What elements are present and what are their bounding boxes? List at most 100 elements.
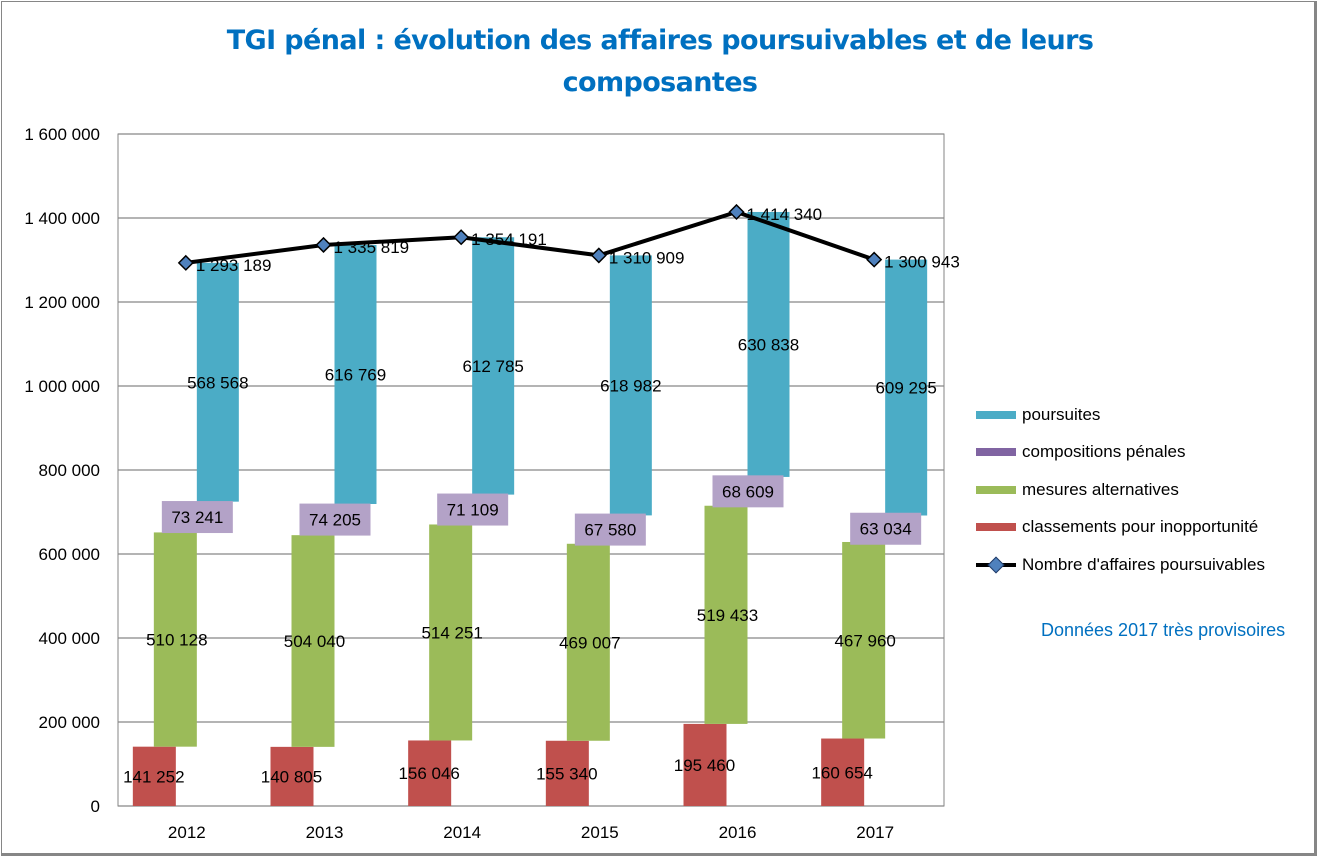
- total-line-marker: [590, 247, 607, 264]
- bar-mesures-alternatives: [566, 543, 610, 741]
- legend: poursuites compositions pénales mesures …: [976, 396, 1265, 584]
- data-label-box-compositions-penales: [299, 503, 371, 536]
- data-label-total: 1 354 191: [471, 230, 547, 249]
- y-tick-label: 1 400 000: [24, 209, 100, 228]
- bar-classements: [132, 746, 176, 806]
- x-axis: 2012 2013 2014 2015 2016 2017: [168, 823, 894, 842]
- legend-item-total-line: Nombre d'affaires poursuivables: [976, 546, 1265, 584]
- legend-item-poursuites: poursuites: [976, 396, 1265, 434]
- data-label-poursuites: 630 838: [738, 335, 799, 354]
- data-label-box-compositions-penales: [712, 475, 784, 508]
- legend-item-mesures: mesures alternatives: [976, 471, 1265, 509]
- bar-mesures-alternatives: [429, 524, 473, 741]
- x-tick-label: 2014: [443, 823, 481, 842]
- x-tick-label: 2015: [581, 823, 619, 842]
- total-line-marker: [453, 229, 470, 246]
- data-label-mesures-alternatives: 519 433: [697, 606, 758, 625]
- bar-poursuites: [747, 211, 790, 477]
- bar-poursuites: [609, 255, 652, 516]
- y-tick-label: 400 000: [39, 629, 100, 648]
- data-label-poursuites: 616 769: [325, 365, 386, 384]
- total-line-marker: [728, 203, 745, 221]
- legend-swatch-poursuites: [976, 410, 1016, 419]
- legend-item-compositions: compositions pénales: [976, 434, 1265, 472]
- data-label-mesures-alternatives: 469 007: [559, 633, 620, 652]
- chart-title-line-2: composantes: [562, 67, 758, 98]
- bar-poursuites: [472, 237, 515, 495]
- data-label-box-compositions-penales: [437, 493, 509, 526]
- chart-title: TGI pénal : évolution des affaires pours…: [0, 20, 1320, 104]
- data-label-box-compositions-penales: [161, 501, 233, 534]
- data-label-mesures-alternatives: 467 960: [834, 631, 895, 650]
- footnote: Données 2017 très provisoires: [1041, 620, 1286, 640]
- data-label-compositions-penales: 67 580: [584, 521, 636, 540]
- bar-classements: [821, 738, 865, 806]
- bar-classements: [545, 740, 589, 806]
- gridlines: [117, 133, 945, 807]
- legend-swatch-compositions: [976, 448, 1016, 457]
- x-tick-label: 2016: [719, 823, 757, 842]
- data-label-poursuites: 612 785: [462, 357, 523, 376]
- bar-classements: [270, 746, 314, 806]
- legend-label: compositions pénales: [1022, 442, 1186, 462]
- data-label-classements: 140 805: [261, 767, 322, 786]
- bar-poursuites: [196, 262, 239, 502]
- bar-mesures-alternatives: [704, 505, 748, 724]
- data-label-mesures-alternatives: 504 040: [284, 632, 345, 651]
- legend-label: Nombre d'affaires poursuivables: [1022, 554, 1265, 574]
- legend-swatch-classements: [976, 523, 1016, 532]
- data-label-classements: 155 340: [536, 764, 597, 783]
- y-axis: 0 200 000 400 000 600 000 800 000 1 000 000 1 …: [24, 125, 100, 816]
- data-label-mesures-alternatives: 510 128: [146, 631, 207, 650]
- legend-label: poursuites: [1022, 404, 1101, 424]
- bar-mesures-alternatives: [842, 541, 886, 739]
- total-line-marker: [315, 236, 332, 254]
- data-label-total: 1 310 909: [609, 248, 685, 267]
- data-label-classements: 195 460: [674, 756, 735, 775]
- bars: [132, 211, 928, 806]
- y-tick-label: 1 600 000: [24, 125, 100, 144]
- legend-label: mesures alternatives: [1022, 479, 1179, 499]
- x-tick-label: 2013: [306, 823, 344, 842]
- y-tick-label: 600 000: [39, 545, 100, 564]
- y-tick-label: 200 000: [39, 713, 100, 732]
- data-label-total: 1 335 819: [334, 238, 410, 257]
- data-label-total: 1 414 340: [747, 205, 823, 224]
- data-label-total: 1 293 189: [196, 256, 272, 275]
- y-tick-label: 800 000: [39, 461, 100, 480]
- data-label-poursuites: 609 295: [875, 379, 936, 398]
- legend-swatch-mesures: [976, 485, 1016, 494]
- legend-line-marker-icon: [976, 555, 1016, 575]
- total-line: [177, 203, 883, 271]
- bar-classements: [683, 723, 727, 806]
- data-label-poursuites: 568 568: [187, 373, 248, 392]
- bar-classements: [408, 740, 452, 806]
- legend-item-classements: classements pour inopportunité: [976, 509, 1265, 547]
- total-line-path: [185, 209, 875, 265]
- bar-mesures-alternatives: [291, 535, 335, 747]
- y-tick-label: 0: [91, 797, 100, 816]
- data-label-compositions-penales: 74 205: [309, 511, 361, 530]
- y-tick-label: 1 200 000: [24, 293, 100, 312]
- data-label-classements: 160 654: [811, 763, 872, 782]
- bar-poursuites: [334, 244, 377, 504]
- total-line-marker: [177, 254, 194, 271]
- total-line-marker: [866, 251, 883, 268]
- data-label-box-compositions-penales: [850, 512, 922, 545]
- data-label-compositions-penales: 71 109: [447, 501, 499, 520]
- data-label-compositions-penales: 68 609: [722, 482, 774, 501]
- legend-label: classements pour inopportunité: [1022, 517, 1259, 537]
- bar-mesures-alternatives: [153, 532, 197, 747]
- data-label-classements: 141 252: [123, 767, 184, 786]
- data-labels: 141 252 510 128 73 241 568 568 140 805 504 04…: [123, 205, 960, 786]
- data-label-classements: 156 046: [398, 764, 459, 783]
- data-label-compositions-penales: 63 034: [860, 520, 912, 539]
- x-tick-label: 2012: [168, 823, 206, 842]
- data-label-poursuites: 618 982: [600, 376, 661, 395]
- data-label-compositions-penales: 73 241: [171, 508, 223, 527]
- y-tick-label: 1 000 000: [24, 377, 100, 396]
- data-label-total: 1 300 943: [884, 253, 960, 272]
- data-label-mesures-alternatives: 514 251: [421, 623, 482, 642]
- x-tick-label: 2017: [856, 823, 894, 842]
